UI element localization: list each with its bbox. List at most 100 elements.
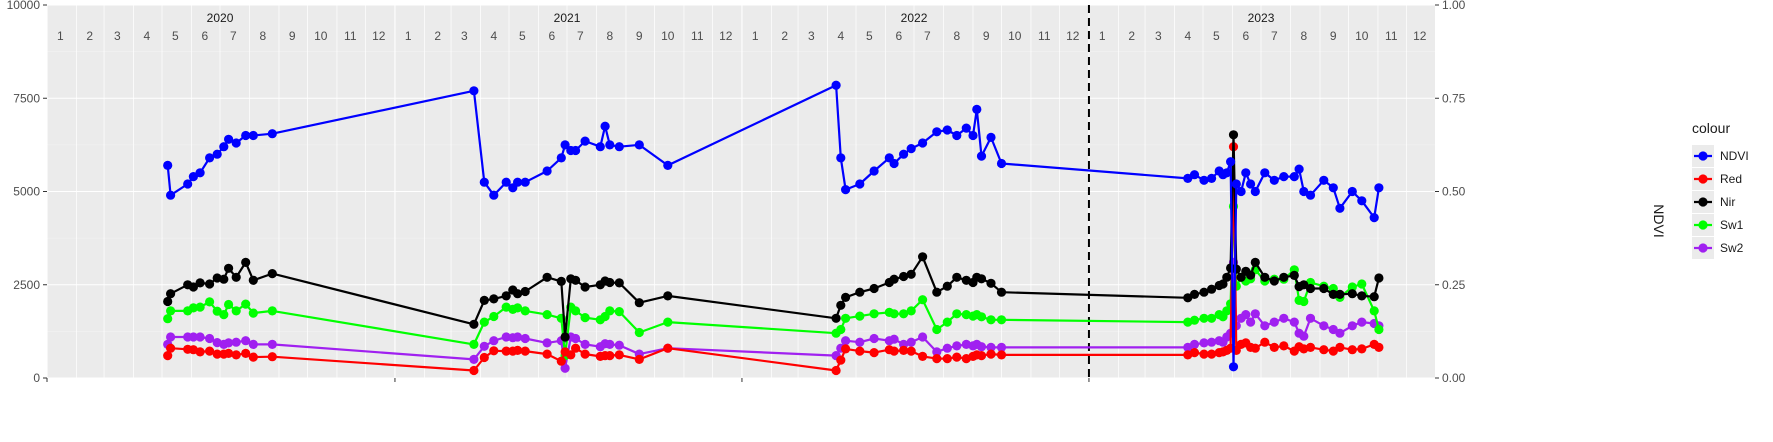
data-point-nir xyxy=(1228,130,1239,140)
data-point-red xyxy=(489,346,499,356)
data-point-sw2 xyxy=(952,341,962,351)
data-point-ndvi xyxy=(1226,157,1236,167)
y2-axis-title: NDVI xyxy=(1651,204,1667,237)
data-point-nir xyxy=(489,294,499,304)
data-point-red xyxy=(224,348,234,358)
data-point-red xyxy=(163,351,173,361)
data-point-ndvi xyxy=(831,80,841,90)
data-point-red xyxy=(1269,342,1279,352)
data-point-sw2 xyxy=(1241,310,1251,320)
data-point-ndvi xyxy=(605,140,615,150)
data-point-nir xyxy=(205,279,215,289)
month-tick-label: 7 xyxy=(924,29,931,43)
data-point-sw1 xyxy=(248,308,258,318)
y-tick-label: 5000 xyxy=(13,185,40,199)
month-tick-label: 9 xyxy=(983,29,990,43)
month-tick-label: 12 xyxy=(1066,29,1080,43)
month-tick-label: 2 xyxy=(434,29,441,43)
data-point-sw1 xyxy=(918,295,928,305)
data-point-ndvi xyxy=(932,127,942,137)
data-point-sw1 xyxy=(986,315,996,325)
data-point-sw2 xyxy=(513,332,523,342)
month-tick-label: 7 xyxy=(577,29,584,43)
data-point-red xyxy=(580,349,590,359)
data-point-sw2 xyxy=(241,336,251,346)
data-point-red xyxy=(212,349,222,359)
data-point-nir xyxy=(513,289,523,299)
data-point-sw1 xyxy=(267,306,277,316)
data-point-sw2 xyxy=(1335,328,1345,338)
data-point-sw1 xyxy=(479,317,489,327)
data-point-sw1 xyxy=(1207,313,1217,323)
data-point-nir xyxy=(520,286,530,297)
month-tick-label: 12 xyxy=(1413,29,1427,43)
data-point-nir xyxy=(899,271,909,282)
data-point-sw1 xyxy=(952,309,962,319)
data-point-nir xyxy=(918,252,928,262)
data-point-red xyxy=(479,352,489,363)
data-point-nir xyxy=(560,332,570,342)
y2-tick-label: 0.75 xyxy=(1442,91,1466,105)
data-point-sw2 xyxy=(195,332,205,342)
data-point-sw2 xyxy=(188,332,198,342)
data-point-nir xyxy=(1289,270,1299,280)
legend-key-point xyxy=(1698,243,1708,253)
data-point-ndvi xyxy=(1374,183,1384,193)
data-point-nir xyxy=(1279,272,1289,282)
data-point-ndvi xyxy=(889,158,899,169)
data-point-nir xyxy=(163,296,173,307)
data-point-ndvi xyxy=(571,145,581,156)
month-tick-label: 1 xyxy=(1099,29,1106,43)
data-point-sw1 xyxy=(855,311,865,321)
data-point-ndvi xyxy=(1328,183,1338,193)
legend-label: Sw1 xyxy=(1720,218,1744,232)
data-point-red xyxy=(605,351,615,361)
legend-key-point xyxy=(1698,151,1708,161)
data-point-red xyxy=(566,350,576,360)
data-point-nir xyxy=(1299,280,1309,290)
data-point-nir xyxy=(831,313,841,323)
data-point-sw1 xyxy=(869,309,879,319)
series-red xyxy=(163,142,1384,376)
data-point-nir xyxy=(571,275,581,285)
data-point-red xyxy=(501,346,511,356)
legend-key-point xyxy=(1698,197,1708,207)
month-tick-label: 6 xyxy=(895,29,902,43)
data-point-nir xyxy=(1319,283,1329,294)
data-point-nir xyxy=(932,287,942,297)
month-tick-label: 9 xyxy=(289,29,296,43)
data-point-sw1 xyxy=(520,306,530,316)
legend-title: colour xyxy=(1692,120,1730,136)
data-point-red xyxy=(952,352,962,362)
data-point-sw1 xyxy=(976,312,987,322)
data-point-ndvi xyxy=(1228,362,1239,372)
data-point-nir xyxy=(1218,279,1228,289)
month-tick-label: 3 xyxy=(1155,29,1162,43)
data-point-red xyxy=(1357,344,1367,354)
data-point-sw1 xyxy=(634,327,644,338)
data-point-sw1 xyxy=(1357,279,1367,289)
data-point-nir xyxy=(580,282,590,292)
data-point-red xyxy=(556,356,566,366)
data-point-sw1 xyxy=(489,311,499,322)
data-point-ndvi xyxy=(1236,186,1246,197)
data-point-red xyxy=(195,347,205,357)
data-point-red xyxy=(469,365,479,376)
data-point-nir xyxy=(1335,289,1345,299)
month-tick-label: 1 xyxy=(57,29,64,43)
data-point-ndvi xyxy=(212,149,222,159)
data-point-sw1 xyxy=(195,302,205,312)
data-point-ndvi xyxy=(906,144,916,154)
data-point-sw1 xyxy=(231,306,241,316)
data-point-sw2 xyxy=(1246,317,1256,327)
data-point-ndvi xyxy=(183,179,193,189)
data-point-red xyxy=(1319,345,1329,355)
data-point-ndvi xyxy=(163,160,173,170)
y2-tick-label: 0.25 xyxy=(1442,278,1466,292)
data-point-ndvi xyxy=(952,130,962,141)
month-tick-label: 10 xyxy=(661,29,675,43)
data-point-sw1 xyxy=(224,299,234,310)
month-tick-label: 10 xyxy=(1008,29,1022,43)
